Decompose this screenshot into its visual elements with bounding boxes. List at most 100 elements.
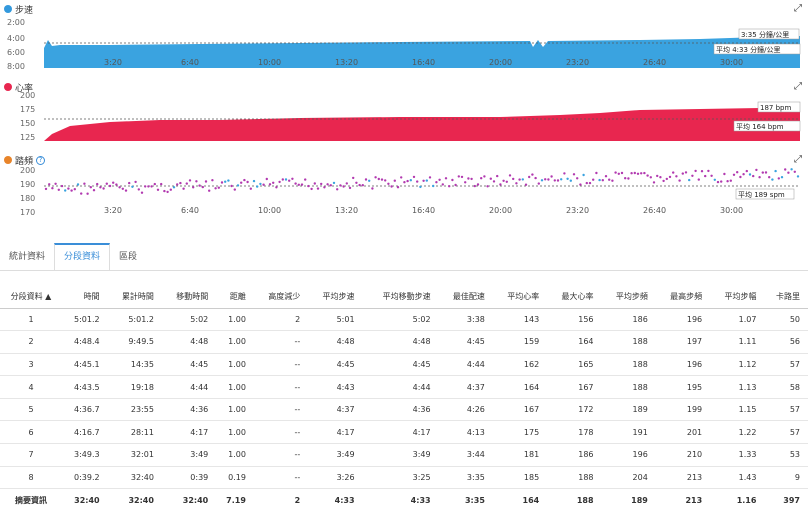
cadence-dot	[694, 169, 697, 173]
cadence-dot	[720, 180, 723, 183]
heart-rate-current-box	[757, 101, 801, 113]
cadence-dot	[675, 175, 678, 178]
cadence-dot	[704, 174, 707, 178]
table-cell: 4:13	[438, 420, 493, 445]
table-row[interactable]: 2 4:48.4 9:49.5 4:48 1.00 -- 4:48 4:48 4:45 159 16…	[0, 330, 808, 354]
cadence-dot	[784, 168, 787, 171]
tab-0[interactable]: 統計資料	[9, 252, 46, 262]
cadence-dot	[598, 178, 601, 182]
cadence-dot	[636, 172, 640, 175]
cadence-dot	[556, 179, 560, 182]
cadence-dot	[249, 187, 252, 190]
cadence-dot	[659, 176, 662, 179]
tab-2[interactable]: 區段	[119, 252, 138, 262]
pace-expand-icon[interactable]: ⤢	[794, 3, 802, 14]
heart-rate-current-label: 187 bpm	[760, 104, 791, 112]
cadence-dot	[390, 185, 393, 188]
heart-rate-chart-plot: 200 175 150 125 187 bpm 平均 164 bpm	[20, 91, 801, 142]
cadence-dot	[624, 177, 627, 180]
cadence-dot	[736, 171, 739, 174]
table-cell: --	[253, 353, 309, 377]
cadence-dot	[217, 186, 220, 189]
table-row[interactable]: 6 4:16.7 28:11 4:17 1.00 -- 4:17 4:17 4:13 175 178…	[0, 420, 808, 445]
column-header: 最高步頻	[655, 286, 711, 309]
cadence-dot	[201, 185, 204, 189]
cadence-dot	[416, 180, 419, 183]
cadence-dot	[502, 179, 505, 182]
heart-rate-average-box	[733, 120, 801, 132]
table-cell: 1.00	[216, 330, 254, 354]
table-cell: 1.00	[216, 308, 254, 332]
table-cell: 1.33	[710, 443, 765, 467]
table-cell: 53	[764, 443, 808, 467]
summary-cell: 397	[783, 495, 800, 505]
table-cell: 178	[547, 420, 602, 445]
x-axis-tick-label: 13:20	[335, 206, 358, 215]
table-cell: 1.22	[710, 420, 765, 445]
pace-y-tick: 8:00	[7, 62, 25, 70]
summary-cell: 1.16	[736, 495, 757, 505]
table-cell: 195	[655, 375, 711, 399]
heart-rate-expand-icon[interactable]: ⤢	[794, 81, 802, 92]
cadence-dot	[531, 173, 534, 176]
table-cell: 5:01.2	[62, 308, 108, 332]
table-row[interactable]: 7 3:49.3 32:01 3:49 1.00 -- 3:49 3:49 3:44 181 186…	[0, 443, 808, 467]
cadence-dot	[540, 179, 544, 182]
cadence-dot	[240, 181, 243, 184]
cadence-dot	[489, 177, 492, 180]
cadence-dot	[224, 180, 227, 183]
table-row[interactable]: 1 5:01.2 5:01.2 5:02 1.00 2 5:01 5:02 3:38 143 156…	[0, 308, 808, 332]
table-cell: 4:48	[161, 330, 217, 354]
cadence-dot	[608, 178, 611, 181]
pace-current-box	[738, 28, 800, 40]
cadence-dot	[188, 179, 192, 182]
cadence-dot	[192, 186, 195, 189]
cadence-dot	[537, 182, 540, 185]
cadence-dot	[422, 179, 425, 182]
summary-cell: 4:33	[334, 495, 355, 505]
cadence-dot	[560, 178, 563, 181]
help-icon[interactable]: ?	[36, 155, 46, 165]
cadence-dot	[115, 183, 118, 186]
table-cell: 5	[0, 398, 62, 422]
table-cell: 165	[547, 353, 602, 377]
column-header[interactable]: 分段資料 ▲	[0, 286, 62, 309]
cadence-dot	[265, 177, 268, 181]
table-row[interactable]: 5 4:36.7 23:55 4:36 1.00 -- 4:37 4:36 4:26 167 172…	[0, 398, 808, 422]
table-row[interactable]: 8 0:39.2 32:40 0:39 0.19 -- 3:26 3:25 3:35 185 188…	[0, 466, 808, 490]
cadence-dot	[745, 169, 748, 173]
tab-1[interactable]: 分段資料	[54, 243, 111, 270]
table-row[interactable]: 4 4:43.5 19:18 4:44 1.00 -- 4:43 4:44 4:37 164 167…	[0, 375, 808, 399]
column-header: 平均步頻	[601, 286, 656, 309]
cadence-expand-icon[interactable]: ⤢	[794, 154, 802, 165]
table-cell: 167	[547, 375, 602, 399]
cadence-dot	[166, 190, 169, 194]
cadence-dot	[236, 184, 240, 187]
cadence-dot	[518, 178, 521, 181]
cadence-dot	[444, 177, 448, 180]
cadence-dot	[716, 180, 720, 184]
cadence-dot	[387, 182, 390, 185]
cadence-dot	[227, 179, 230, 182]
cadence-dot	[579, 183, 582, 186]
cadence-dot	[790, 168, 793, 171]
cadence-y-tick: 190	[20, 180, 35, 189]
cadence-dot	[550, 175, 553, 178]
table-cell: 32:01	[107, 443, 162, 467]
table-cell: 3:49	[161, 443, 217, 467]
table-cell: 4:37	[308, 398, 363, 422]
heart-rate-chart-title: 心率	[15, 83, 34, 94]
table-row[interactable]: 3 4:45.1 14:35 4:45 1.00 -- 4:45 4:45 4:44 162 165…	[0, 353, 808, 377]
table-cell: 4:16.7	[62, 420, 108, 445]
x-axis-tick-label: 20:00	[489, 58, 512, 67]
cadence-dot	[342, 185, 345, 188]
column-header: 最大心率	[547, 286, 602, 309]
table-cell: 199	[655, 398, 711, 422]
summary-cell: 164	[522, 495, 540, 505]
cadence-dot	[371, 187, 374, 190]
table-cell: 196	[655, 308, 711, 332]
cadence-dot	[425, 179, 428, 182]
cadence-dot	[137, 188, 140, 191]
table-cell: 4:45	[161, 353, 217, 377]
cadence-dot	[544, 178, 547, 181]
